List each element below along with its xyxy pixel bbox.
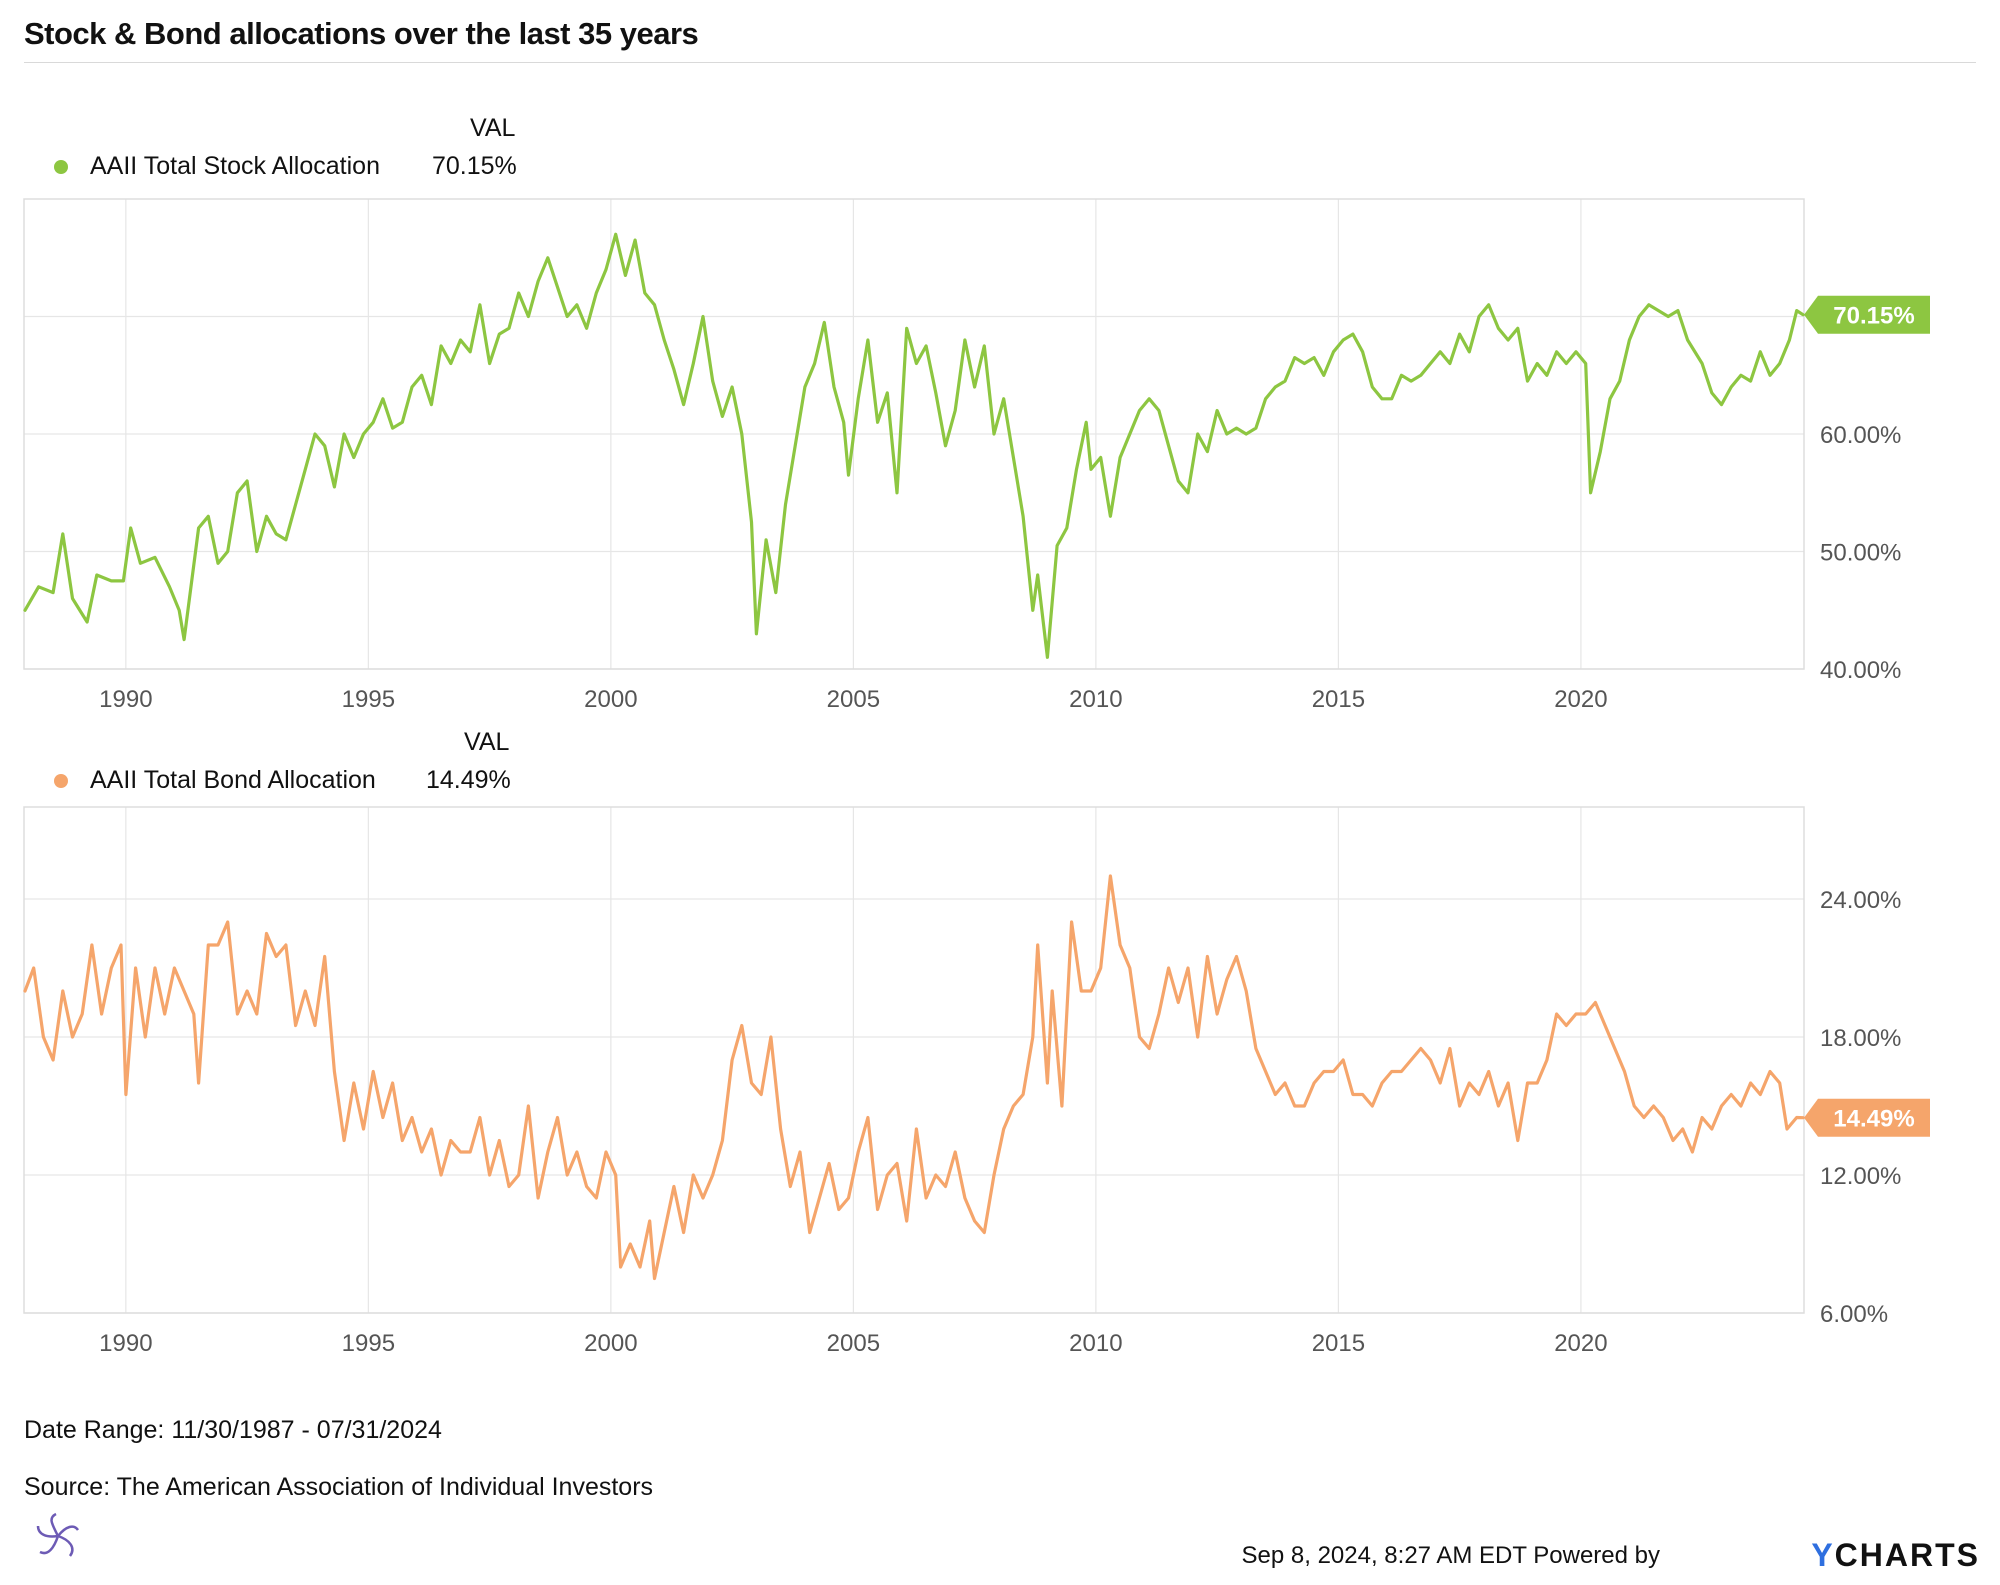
brand-y: Y — [1811, 1537, 1835, 1573]
bond-end-tag: 14.49% — [1804, 1098, 1930, 1137]
bond-end-tag-bg — [1804, 1098, 1930, 1137]
stock-legend-name: AAII Total Stock Allocation — [90, 152, 380, 180]
stock-grid — [24, 199, 1804, 670]
stock-y-tick-label: 60.00% — [1820, 422, 1901, 449]
stock-y-axis: 40.00%50.00%60.00%70.00% — [1820, 305, 1901, 685]
bond-x-tick-label: 1990 — [99, 1330, 152, 1357]
stock-x-tick-label: 2020 — [1554, 686, 1607, 713]
bond-y-tick-label: 18.00% — [1820, 1025, 1901, 1052]
date-range-note: Date Range: 11/30/1987 - 07/31/2024 — [24, 1416, 442, 1444]
source-note: Source: The American Association of Indi… — [24, 1473, 654, 1501]
stock-x-tick-label: 2015 — [1312, 686, 1365, 713]
stock-x-tick-label: 2000 — [584, 686, 637, 713]
stock-allocation-chart: 40.00%50.00%60.00%70.00% 199019952000200… — [23, 198, 1930, 713]
bond-x-axis: 1990 1995 2000 2005 2010 2015 2020 — [99, 1330, 1607, 1357]
stock-x-axis: 1990 1995 2000 2005 2010 2015 2020 — [99, 686, 1607, 713]
stock-x-tick-label: 2010 — [1069, 686, 1122, 713]
stock-x-tick-label: 1990 — [99, 686, 152, 713]
stock-legend-value: 70.15% — [432, 152, 517, 180]
bond-legend-val-header: VAL — [464, 728, 510, 756]
bond-series-line — [23, 874, 1805, 1281]
bond-x-tick-label: 2020 — [1554, 1330, 1607, 1357]
stock-end-tag-bg — [1804, 295, 1930, 334]
bond-grid — [24, 807, 1804, 1314]
stock-end-tag-label: 70.15% — [1833, 303, 1914, 330]
bond-y-tick-label: 12.00% — [1820, 1163, 1901, 1190]
stock-x-tick-label: 1995 — [342, 686, 395, 713]
ycharts-flower-logo-icon — [36, 1512, 80, 1557]
bond-x-tick-label: 2005 — [827, 1330, 880, 1357]
brand-rest: CHARTS — [1834, 1537, 1980, 1573]
bond-legend-name: AAII Total Bond Allocation — [90, 766, 376, 794]
bond-plot-frame — [23, 806, 1805, 1314]
stock-y-tick-label: 40.00% — [1820, 657, 1901, 684]
bond-allocation-chart: 6.00% 12.00% 18.00% 24.00% 1990 1995 2000 2005… — [23, 806, 1930, 1357]
bond-end-tag-label: 14.49% — [1833, 1106, 1914, 1133]
bond-legend-value: 14.49% — [426, 766, 511, 794]
bond-y-tick-label: 6.00% — [1820, 1301, 1888, 1328]
stock-legend-dot — [54, 160, 68, 174]
bond-x-tick-label: 2015 — [1312, 1330, 1365, 1357]
stock-legend-val-header: VAL — [470, 114, 516, 142]
title-divider — [24, 62, 1976, 63]
bond-y-axis: 6.00% 12.00% 18.00% 24.00% — [1820, 887, 1901, 1328]
stock-end-tag: 70.15% — [1804, 295, 1930, 334]
stock-series-line — [23, 232, 1805, 659]
stock-y-tick-label: 50.00% — [1820, 540, 1901, 567]
stock-plot-frame — [23, 198, 1805, 670]
stock-x-tick-label: 2005 — [827, 686, 880, 713]
bond-x-tick-label: 2010 — [1069, 1330, 1122, 1357]
bond-y-tick-label: 24.00% — [1820, 887, 1901, 914]
bond-legend-dot — [54, 774, 68, 788]
ycharts-brand[interactable]: YCHARTS — [1811, 1537, 1980, 1574]
bond-x-tick-label: 1995 — [342, 1330, 395, 1357]
timestamp: Sep 8, 2024, 8:27 AM EDT Powered by — [1241, 1542, 1660, 1569]
bond-x-tick-label: 2000 — [584, 1330, 637, 1357]
chart-title: Stock & Bond allocations over the last 3… — [24, 16, 699, 51]
